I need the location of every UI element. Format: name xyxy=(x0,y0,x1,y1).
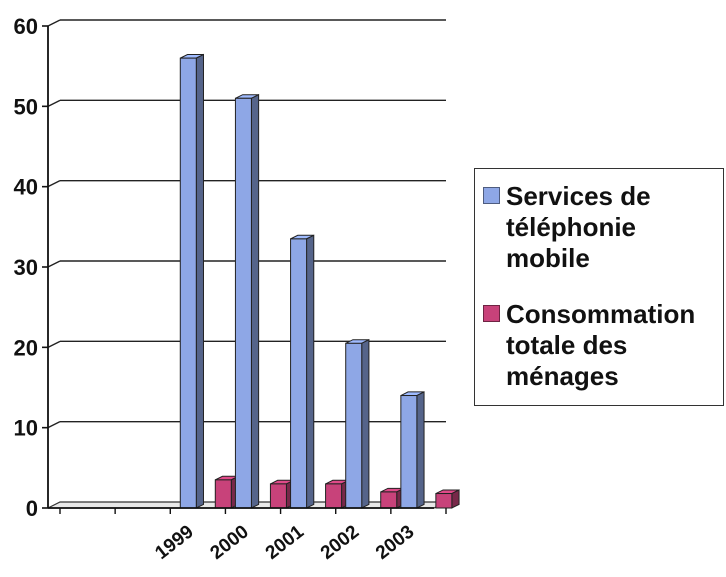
legend-swatch-mobile xyxy=(483,187,500,204)
legend-label-menages: Consommation totale des ménages xyxy=(506,299,696,391)
y-tick-label-50: 50 xyxy=(14,94,38,119)
x-tick-labels: 1999 2000 2001 2002 2003 xyxy=(151,521,418,564)
gridline-diagonal xyxy=(47,421,61,429)
bar-mobile-2002 xyxy=(345,338,370,509)
y-tick-labels: 0 10 20 30 40 50 60 xyxy=(14,14,38,521)
axes xyxy=(42,25,447,514)
bar-menages-2000 xyxy=(269,479,295,509)
bar-mobile-2001 xyxy=(290,234,315,509)
y-tick-label-20: 20 xyxy=(14,335,38,360)
x-tick-label-2002: 2002 xyxy=(317,521,363,564)
y-tick-label-40: 40 xyxy=(14,175,38,200)
y-tick-label-10: 10 xyxy=(14,416,38,441)
y-tick-label-0: 0 xyxy=(26,496,38,521)
y-tick-label-60: 60 xyxy=(14,14,38,39)
legend-entry-mobile: Services de téléphonie mobile xyxy=(483,181,721,274)
gridline-diagonal xyxy=(47,19,61,27)
legend-entry-menages: Consommation totale des ménages xyxy=(483,299,721,392)
bar-mobile-2003 xyxy=(400,391,425,509)
gridline-diagonal xyxy=(47,260,61,268)
bar-menages-2003 xyxy=(435,489,460,509)
x-tick-label-2003: 2003 xyxy=(372,521,418,564)
x-tick-label-2001: 2001 xyxy=(262,521,309,564)
bar-mobile-1999 xyxy=(179,53,204,509)
y-tick-label-30: 30 xyxy=(14,255,38,280)
legend: Services de téléphonie mobile Consommati… xyxy=(474,168,724,406)
x-tick-label-1999: 1999 xyxy=(151,521,197,564)
gridline-diagonal xyxy=(47,180,61,188)
bars xyxy=(179,53,460,509)
x-tick-label-2000: 2000 xyxy=(207,521,253,564)
legend-swatch-menages xyxy=(483,305,500,322)
legend-label-mobile: Services de téléphonie mobile xyxy=(506,181,651,273)
bar-mobile-2000 xyxy=(234,93,260,509)
gridline-diagonal xyxy=(47,99,61,107)
gridline-diagonal xyxy=(47,340,61,348)
